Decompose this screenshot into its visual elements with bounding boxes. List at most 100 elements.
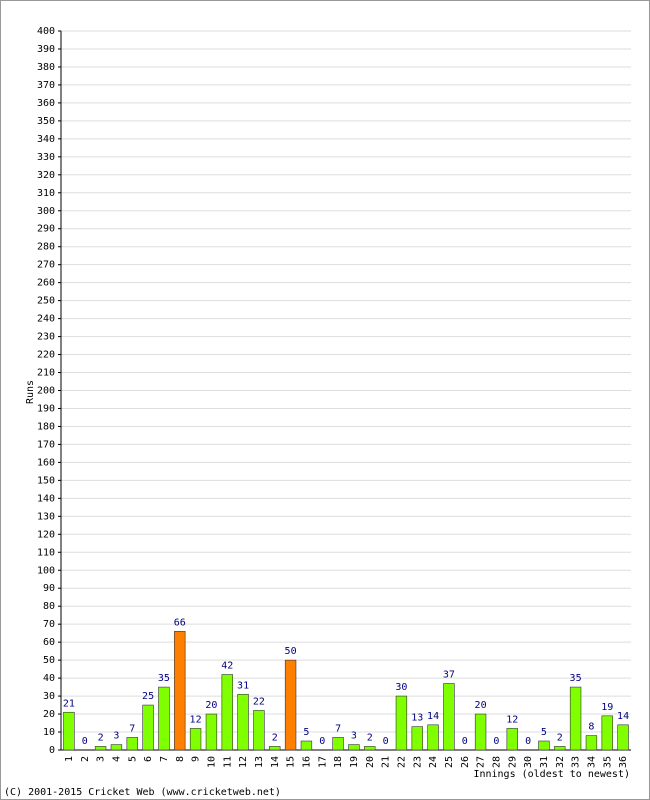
y-tick-label: 180	[37, 421, 55, 432]
x-tick-label: 6	[143, 756, 154, 762]
x-tick-label: 13	[254, 756, 265, 768]
x-tick-label: 5	[127, 756, 138, 762]
y-tick-label: 70	[43, 619, 55, 630]
y-tick-label: 50	[43, 655, 55, 666]
value-label: 12	[506, 714, 518, 725]
x-tick-label: 29	[507, 756, 518, 768]
value-label: 21	[63, 698, 75, 709]
y-tick-label: 110	[37, 547, 55, 558]
x-tick-label: 30	[523, 756, 534, 768]
x-tick-label: 24	[428, 756, 439, 768]
y-tick-label: 40	[43, 673, 55, 684]
y-tick-label: 20	[43, 709, 55, 720]
value-label: 20	[205, 700, 217, 711]
y-tick-label: 370	[37, 80, 55, 91]
y-tick-label: 0	[49, 745, 55, 756]
x-tick-label: 18	[333, 756, 344, 768]
bar	[443, 683, 455, 751]
y-tick-label: 10	[43, 727, 55, 738]
value-label: 3	[113, 731, 119, 742]
value-label: 0	[319, 736, 325, 747]
x-tick-label: 36	[618, 756, 629, 768]
x-tick-label: 34	[586, 756, 597, 768]
y-tick-label: 30	[43, 691, 55, 702]
value-label: 12	[190, 714, 202, 725]
value-label: 5	[303, 727, 309, 738]
footer: (C) 2001-2015 Cricket Web (www.cricketwe…	[4, 787, 281, 798]
value-label: 7	[335, 723, 341, 734]
bar	[189, 728, 202, 751]
x-tick-label: 23	[412, 756, 423, 768]
bar	[395, 695, 408, 751]
bar	[284, 659, 297, 751]
y-tick-label: 220	[37, 350, 55, 361]
value-label: 2	[98, 732, 104, 743]
bar	[158, 686, 170, 751]
x-tick-label: 9	[191, 756, 202, 762]
y-tick-label: 200	[37, 386, 55, 397]
bar	[617, 724, 629, 751]
y-tick-label: 140	[37, 493, 55, 504]
bar	[569, 686, 582, 751]
x-tick-label: 25	[444, 756, 455, 768]
value-label: 0	[82, 736, 88, 747]
y-tick-label: 210	[37, 368, 55, 379]
x-tick-label: 35	[602, 756, 613, 768]
y-tick-label: 100	[37, 565, 55, 576]
x-tick-label: 4	[111, 756, 122, 762]
x-tick-label: 14	[270, 756, 281, 768]
y-tick-label: 310	[37, 188, 55, 199]
value-label: 37	[443, 669, 455, 680]
value-label: 3	[351, 731, 357, 742]
y-tick-label: 230	[37, 332, 55, 343]
value-label: 25	[142, 691, 154, 702]
y-tick-label: 90	[43, 583, 55, 594]
bar	[411, 726, 423, 751]
bar	[142, 704, 154, 751]
value-label: 0	[383, 736, 389, 747]
y-tick-label: 340	[37, 134, 55, 145]
x-tick-label: 32	[555, 756, 566, 768]
y-tick-label: 190	[37, 403, 55, 414]
x-tick-label: 28	[491, 756, 502, 768]
y-axis-label: Runs	[25, 380, 36, 404]
bar	[63, 711, 75, 751]
bar	[474, 713, 487, 751]
value-label: 35	[158, 673, 170, 684]
y-tick-label: 150	[37, 475, 55, 486]
value-label: 14	[617, 711, 629, 722]
bar	[205, 713, 218, 751]
x-tick-label: 21	[381, 756, 392, 768]
bar	[269, 746, 281, 751]
y-tick-label: 300	[37, 206, 55, 217]
x-tick-label: 19	[349, 756, 360, 768]
value-label: 0	[462, 736, 468, 747]
y-tick-label: 400	[37, 26, 55, 37]
bar	[174, 631, 186, 751]
y-tick-label: 80	[43, 601, 55, 612]
bar	[585, 735, 598, 751]
value-label: 22	[253, 696, 265, 707]
value-label: 13	[411, 713, 423, 724]
y-tick-label: 60	[43, 637, 55, 648]
y-tick-label: 330	[37, 152, 55, 163]
value-label: 2	[367, 732, 373, 743]
y-tick-label: 390	[37, 44, 55, 55]
value-label: 20	[475, 700, 487, 711]
y-tick-label: 260	[37, 278, 55, 289]
x-tick-label: 31	[539, 756, 550, 768]
bar	[110, 744, 123, 751]
x-tick-label: 22	[396, 756, 407, 768]
value-label: 0	[525, 736, 531, 747]
x-tick-label: 20	[365, 756, 376, 768]
value-label: 2	[557, 732, 563, 743]
y-tick-label: 160	[37, 457, 55, 468]
y-tick-label: 320	[37, 170, 55, 181]
x-tick-label: 10	[206, 756, 217, 768]
y-tick-label: 290	[37, 224, 55, 235]
y-tick-label: 280	[37, 242, 55, 253]
bar	[94, 746, 107, 751]
x-tick-label: 7	[159, 756, 170, 762]
value-label: 14	[427, 711, 439, 722]
